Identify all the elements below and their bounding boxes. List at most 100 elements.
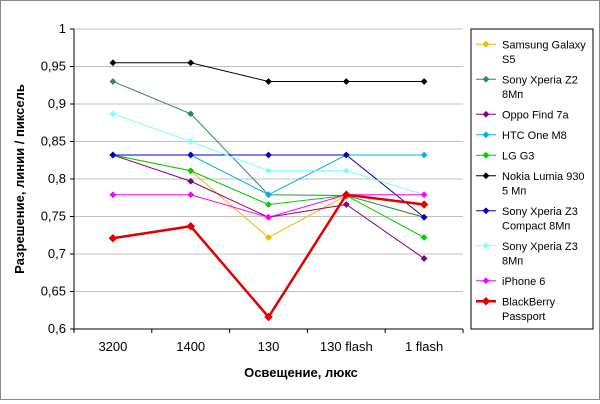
legend-item: Sony Xperia Z2 8Мп: [476, 74, 578, 101]
data-point: [265, 78, 272, 85]
y-tick-label: 1: [59, 21, 66, 36]
series-nokia-lumia-930-5: [109, 59, 428, 85]
data-point: [342, 190, 351, 199]
y-tick-labels: 0,6 0,65 0,7 0,75 0,8 0,85 0,9 0,95 1: [41, 21, 66, 336]
data-point: [187, 151, 195, 159]
legend-label: HTC One M8: [502, 130, 567, 142]
legend: Samsung Galaxy S5 Sony Xperia Z2 8Мп Oppo Fi…: [470, 28, 594, 330]
data-point: [342, 151, 350, 159]
y-tick-label: 0,6: [48, 321, 66, 336]
data-point: [419, 200, 429, 209]
data-point: [420, 213, 428, 221]
data-point: [109, 110, 117, 118]
data-point: [420, 78, 428, 85]
series-line: [112, 154, 425, 196]
series-group: [108, 59, 429, 322]
legend-item: HTC One M8: [476, 130, 567, 142]
x-tick-label: 3200: [98, 339, 127, 354]
data-point: [187, 191, 195, 199]
x-tick-label: 130: [258, 339, 280, 354]
legend-item: LG G3: [476, 150, 534, 162]
legend-swatch-marker: [482, 75, 490, 83]
data-point: [187, 177, 195, 185]
data-point: [420, 151, 428, 159]
series-blackberry-passport: [108, 190, 429, 322]
data-point: [265, 234, 272, 241]
legend-swatch-marker: [482, 277, 490, 285]
data-point: [187, 138, 195, 145]
data-point: [187, 110, 195, 118]
legend-swatch-marker: [482, 207, 490, 215]
legend-label: BlackBerry: [502, 296, 556, 308]
data-point: [108, 234, 118, 243]
legend-swatch-marker: [482, 242, 490, 250]
legend-item: Sony Xperia Z3 Compact 8Мп: [476, 206, 578, 232]
data-point: [420, 234, 428, 241]
x-tick-label: 1400: [176, 339, 205, 354]
series-sony-xperia-z3-compact-8: [109, 151, 428, 221]
data-point: [109, 151, 117, 159]
y-tick-label: 0,8: [48, 171, 66, 186]
grid-lines: [70, 28, 463, 330]
data-point: [264, 312, 273, 322]
x-tick-labels: 3200 1400 130 130 flash 1 flash: [98, 339, 443, 354]
y-tick-label: 0,65: [41, 284, 66, 299]
data-point: [187, 167, 195, 175]
legend-swatch-marker: [482, 151, 490, 159]
y-tick-label: 0,95: [41, 59, 66, 74]
x-axis-label: Освещение, люкс: [244, 365, 358, 380]
legend-label: iPhone 6: [502, 276, 545, 288]
legend-label: 8Мп: [502, 89, 523, 101]
legend-item: Sony Xperia Z3 8Мп: [476, 241, 578, 267]
legend-item: Oppo Find 7a: [476, 109, 570, 121]
legend-label: Sony Xperia Z2: [502, 74, 578, 86]
legend-item: Samsung Galaxy S5: [476, 39, 586, 66]
legend-label: 5 Мп: [502, 185, 526, 197]
data-point: [109, 59, 117, 67]
data-point: [420, 191, 428, 199]
data-point: [342, 78, 350, 85]
legend-label: Sony Xperia Z3: [502, 241, 578, 253]
legend-swatch-marker: [482, 131, 490, 139]
legend-item: BlackBerry Passport: [476, 296, 556, 323]
series-line: [112, 193, 425, 320]
legend-label: Compact 8Мп: [502, 220, 570, 232]
data-point: [265, 201, 272, 208]
y-tick-label: 0,7: [48, 246, 66, 261]
data-point: [265, 191, 272, 199]
legend-swatch-marker: [482, 110, 490, 118]
y-tick-label: 0,9: [48, 96, 66, 111]
axes: [73, 29, 464, 333]
legend-swatch-marker: [482, 40, 490, 48]
x-tick-label: 1 flash: [405, 339, 443, 354]
series-htc-one-m8: [109, 151, 428, 199]
data-point: [265, 167, 272, 175]
y-tick-label: 0,85: [41, 134, 66, 149]
y-axis-label: Разрешение, линии / пиксель: [12, 84, 27, 274]
data-point: [342, 167, 350, 175]
data-point: [109, 78, 117, 85]
legend-label: LG G3: [502, 150, 534, 162]
legend-swatch-marker: [481, 297, 491, 306]
legend-item: iPhone 6: [476, 276, 545, 288]
data-point: [109, 191, 117, 199]
data-point: [187, 59, 195, 67]
legend-swatch-marker: [482, 172, 490, 180]
data-point: [265, 151, 272, 159]
data-point: [186, 222, 195, 231]
data-point: [265, 213, 272, 221]
x-tick-label: 130 flash: [320, 339, 373, 354]
data-point: [420, 255, 428, 262]
legend-item: Nokia Lumia 930 5 Мп: [476, 171, 585, 197]
legend-label: Samsung Galaxy: [502, 39, 586, 51]
y-tick-label: 0,75: [41, 209, 66, 224]
legend-label: Sony Xperia Z3: [502, 206, 578, 218]
legend-label: S5: [502, 54, 515, 66]
legend-label: Nokia Lumia 930: [502, 171, 585, 183]
legend-label: Oppo Find 7a: [502, 109, 570, 121]
data-point: [342, 201, 350, 208]
legend-label: 8Мп: [502, 255, 523, 267]
legend-label: Passport: [502, 311, 545, 323]
